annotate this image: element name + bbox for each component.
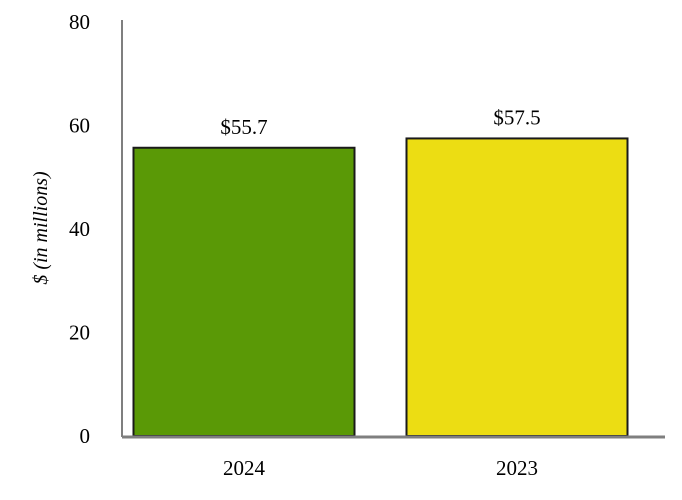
y-tick-label: 20 [69, 321, 90, 345]
y-tick-label: 80 [69, 10, 90, 34]
bars: $55.7 2024 $57.5 2023 [132, 105, 629, 480]
y-tick-label: 0 [80, 424, 91, 448]
y-axis-ticks: 0 20 40 60 80 [69, 10, 90, 448]
y-axis-label: $ (in millions) [30, 171, 52, 285]
data-label: $57.5 [493, 105, 540, 129]
x-tick-label: 2024 [223, 456, 266, 480]
x-tick-label: 2023 [496, 456, 538, 480]
bar-2023 [405, 137, 629, 437]
bar-2024 [132, 146, 356, 437]
y-tick-label: 40 [69, 217, 90, 241]
y-tick-label: 60 [69, 114, 90, 138]
data-label: $55.7 [220, 115, 267, 139]
